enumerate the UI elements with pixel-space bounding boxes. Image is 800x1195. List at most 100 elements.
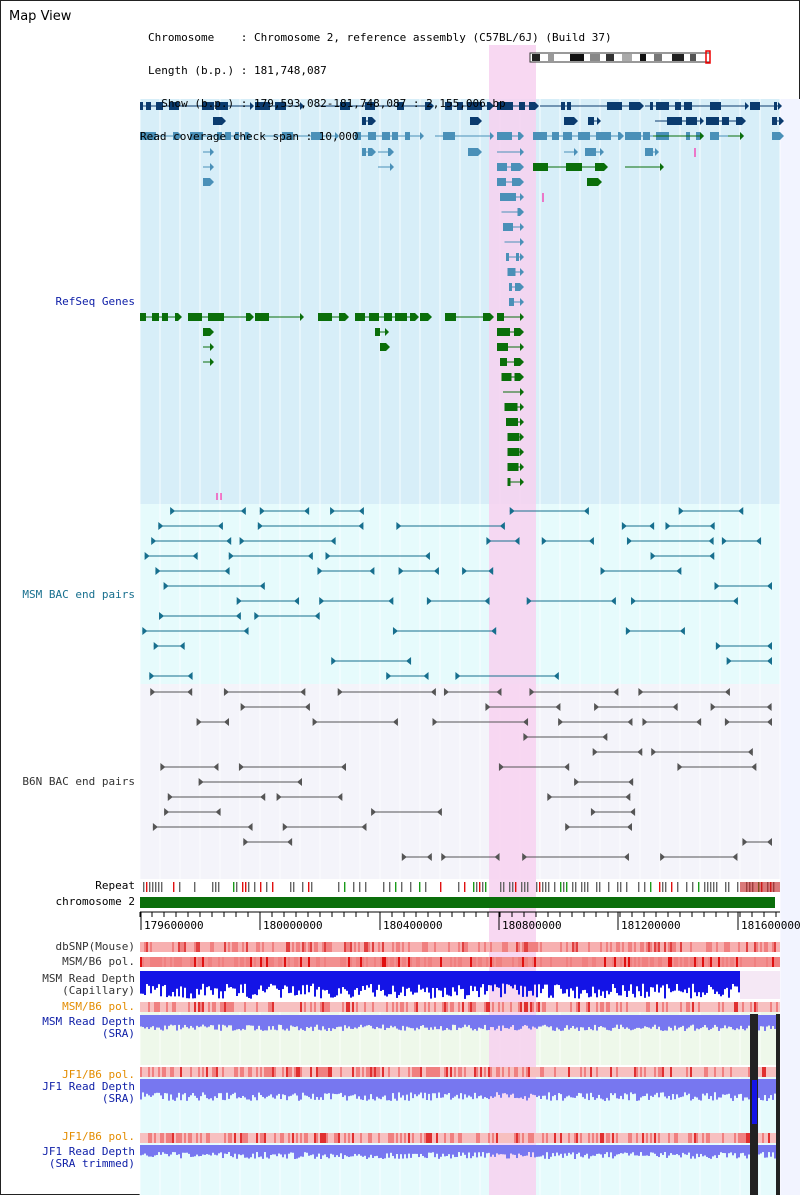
coverage-gap-block	[776, 1014, 780, 1195]
jf1-b6-pol-cell	[498, 1067, 500, 1077]
msm-b6-pol-cell	[250, 957, 252, 967]
msm-depth-cap-bar	[392, 971, 394, 986]
jf1-b6-pol2-cell	[644, 1133, 646, 1143]
track-label-msm-depth-sra-sub[interactable]: (SRA)	[101, 1027, 135, 1040]
dbsnp-cell	[718, 942, 720, 952]
repeat-feature	[482, 882, 484, 892]
dbsnp-cell	[548, 942, 550, 952]
jf1-b6-pol2-cell	[612, 1133, 614, 1143]
msm-depth-sra-bar	[272, 1015, 274, 1027]
track-label-msm-bac[interactable]: MSM BAC end pairs	[22, 588, 135, 601]
gene-exon	[514, 328, 520, 336]
msm-depth-sra-bar	[476, 1015, 478, 1031]
track-label-refseq[interactable]: RefSeq Genes	[55, 295, 135, 308]
track-label-dbsnp[interactable]: dbSNP(Mouse)	[55, 940, 135, 953]
dbsnp-cell	[722, 942, 724, 952]
jf1-depth-sra-bar	[544, 1079, 546, 1096]
msm-depth-sra-bar	[278, 1015, 280, 1025]
jf1-depth-sra-bar	[632, 1079, 634, 1095]
msm-depth-sra-bar	[198, 1015, 200, 1028]
track-label-msm-depth-cap[interactable]: MSM Read Depth	[42, 972, 135, 985]
msm-depth-cap-bar	[538, 971, 540, 985]
jf1-depth-trim-bar	[526, 1145, 528, 1156]
msm-bac-pair-end	[679, 627, 685, 635]
dbsnp-cell	[304, 942, 306, 952]
track-label-msm-depth-cap-sub[interactable]: (Capillary)	[62, 984, 135, 997]
jf1-depth-trim-bar	[684, 1145, 686, 1155]
gene-strand-arrow	[600, 148, 604, 156]
msm-b6-pol2-cell	[154, 1002, 156, 1012]
msm-b6-pol-cell	[708, 957, 710, 967]
jf1-b6-pol2-cell	[656, 1133, 658, 1143]
jf1-depth-sra-bar	[550, 1079, 552, 1101]
gene-exon	[772, 132, 780, 140]
track-label-jf1-b6-pol-2[interactable]: JF1/B6 pol.	[62, 1130, 135, 1143]
dbsnp-cell	[186, 942, 188, 952]
dbsnp-cell	[662, 942, 664, 952]
track-label-repeat[interactable]: Repeat	[95, 879, 135, 892]
jf1-depth-trim-bar	[234, 1145, 236, 1154]
jf1-depth-sra-bar	[250, 1079, 252, 1101]
jf1-depth-trim-bar	[442, 1145, 444, 1154]
repeat-feature	[539, 882, 541, 892]
jf1-b6-pol-cell	[532, 1067, 534, 1077]
dbsnp-cell	[146, 942, 148, 952]
jf1-b6-pol2-cell	[602, 1133, 604, 1143]
msm-b6-pol2-cell	[672, 1002, 674, 1012]
msm-b6-pol-cell	[718, 957, 720, 967]
msm-depth-cap-bar	[320, 971, 322, 999]
track-label-msm-b6-pol-1[interactable]: MSM/B6 pol.	[62, 955, 135, 968]
msm-b6-pol-cell	[364, 957, 366, 967]
msm-b6-pol-cell	[530, 957, 532, 967]
track-label-jf1-depth-sra-sub[interactable]: (SRA)	[101, 1092, 135, 1105]
track-label-jf1-b6-pol-1[interactable]: JF1/B6 pol.	[62, 1068, 135, 1081]
jf1-b6-pol-cell	[550, 1067, 552, 1077]
jf1-b6-pol-cell	[180, 1067, 182, 1077]
jf1-b6-pol-cell	[290, 1067, 292, 1077]
dbsnp-cell	[220, 942, 222, 952]
msm-b6-pol-cell	[684, 957, 686, 967]
msm-depth-sra-bar	[472, 1015, 474, 1031]
msm-depth-cap-bar	[140, 971, 142, 994]
msm-b6-pol2-cell	[150, 1002, 152, 1012]
jf1-depth-sra-bar	[506, 1079, 508, 1095]
jf1-b6-pol-cell	[342, 1067, 344, 1077]
msm-depth-sra-bar	[206, 1015, 208, 1028]
msm-depth-cap-bar	[198, 971, 200, 995]
track-label-msm-depth-sra[interactable]: MSM Read Depth	[42, 1015, 135, 1028]
jf1-b6-pol2-cell	[590, 1133, 592, 1143]
gene-strand-arrow	[778, 102, 782, 110]
dbsnp-cell	[484, 942, 486, 952]
jf1-b6-pol-cell	[470, 1067, 472, 1077]
msm-depth-cap-bar	[230, 971, 232, 988]
track-label-msm-b6-pol-2[interactable]: MSM/B6 pol.	[62, 1000, 135, 1013]
dbsnp-cell	[414, 942, 416, 952]
track-label-b6n-bac[interactable]: B6N BAC end pairs	[22, 775, 135, 788]
track-label-jf1-depth-trim[interactable]: JF1 Read Depth	[42, 1145, 135, 1158]
track-label-chromosome[interactable]: chromosome 2	[55, 895, 135, 908]
msm-depth-cap-bar	[660, 971, 662, 988]
msm-depth-cap-bar	[304, 971, 306, 995]
b6n-bac-pair-end	[498, 763, 504, 771]
jf1-depth-sra-bar	[762, 1079, 764, 1101]
track-label-jf1-depth-sra[interactable]: JF1 Read Depth	[42, 1080, 135, 1093]
jf1-depth-trim-bar	[542, 1145, 544, 1156]
jf1-depth-trim-bar	[656, 1145, 658, 1157]
gene-exon	[457, 102, 463, 110]
jf1-depth-sra-bar	[278, 1079, 280, 1094]
jf1-b6-pol2-cell	[256, 1133, 258, 1143]
jf1-b6-pol-cell	[240, 1067, 242, 1077]
jf1-b6-pol2-cell	[708, 1133, 710, 1143]
jf1-depth-sra-bar	[498, 1079, 500, 1095]
jf1-b6-pol-cell	[566, 1067, 568, 1077]
jf1-depth-sra-bar	[294, 1079, 296, 1094]
msm-depth-cap-bar	[626, 971, 628, 997]
dbsnp-cell	[538, 942, 540, 952]
jf1-depth-trim-bar	[316, 1145, 318, 1157]
dbsnp-cell	[644, 942, 646, 952]
jf1-depth-trim-bar	[324, 1145, 326, 1155]
jf1-b6-pol2-cell	[202, 1133, 204, 1143]
track-label-jf1-depth-trim-sub[interactable]: (SRA trimmed)	[48, 1157, 135, 1170]
msm-depth-sra-bar	[454, 1015, 456, 1025]
